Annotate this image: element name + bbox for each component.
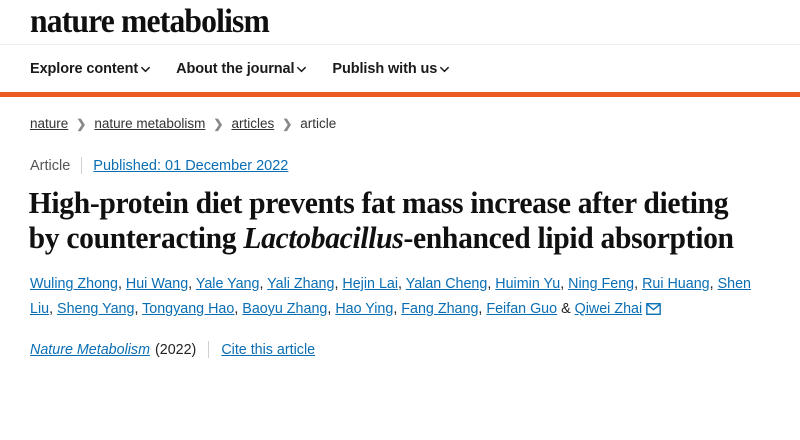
title-line-1: High-protein diet prevents fat mass incr… (28, 185, 637, 220)
nav-item-label: About the journal (176, 60, 295, 77)
author-link[interactable]: Fang Zhang (401, 301, 479, 317)
author-separator: , (334, 276, 343, 292)
citation-divider (208, 341, 210, 358)
title-line-3: absorption (600, 220, 734, 255)
author-ampersand: & (561, 301, 571, 317)
main-navigation: Explore content About the journal Publis… (0, 45, 800, 92)
author-separator: , (487, 276, 496, 292)
author-separator: , (134, 301, 143, 317)
envelope-icon[interactable] (646, 303, 661, 315)
author-link[interactable]: Ning Feng (568, 276, 635, 292)
nav-item-label: Explore content (30, 60, 139, 77)
author-link[interactable]: Yalan Cheng (405, 276, 488, 292)
chevron-down-icon (440, 65, 450, 74)
author-link[interactable]: Wuling Zhong (30, 276, 118, 292)
brand-accent-rule (0, 92, 800, 97)
title-line-2-pre: dieting by counteracting (28, 185, 729, 255)
author-separator: , (234, 301, 243, 317)
author-separator: , (49, 301, 58, 317)
author-separator: , (393, 301, 402, 317)
author-link[interactable]: Feifan Guo (486, 301, 558, 317)
breadcrumb-separator-icon: ❯ (213, 116, 224, 131)
author-link[interactable]: Tongyang Hao (142, 301, 235, 317)
cite-this-article-link[interactable]: Cite this article (221, 341, 316, 358)
published-date-link[interactable]: Published: 01 December 2022 (93, 157, 289, 174)
journal-logo[interactable]: nature metabolism (30, 3, 270, 40)
breadcrumb-item-nature-metabolism[interactable]: nature metabolism (94, 116, 206, 131)
author-separator: , (398, 276, 406, 292)
journal-name-link[interactable]: Nature Metabolism (30, 341, 150, 358)
chevron-down-icon (297, 65, 307, 74)
author-list: Wuling Zhong, Hui Wang, Yale Yang, Yali … (0, 255, 800, 322)
author-link[interactable]: Yali Zhang (267, 276, 335, 292)
author-link[interactable]: Shen Liu (30, 276, 751, 317)
author-link[interactable]: Yale Yang (195, 276, 260, 292)
chevron-down-icon (141, 65, 151, 74)
author-link[interactable]: Huimin Yu (495, 276, 561, 292)
article-type-label: Article (30, 157, 71, 174)
author-separator: , (560, 276, 569, 292)
title-species-name: Lactobacillus (243, 220, 404, 255)
author-separator: , (117, 276, 126, 292)
author-link[interactable]: Hui Wang (125, 276, 189, 292)
breadcrumb-item-articles[interactable]: articles (231, 116, 275, 131)
author-link[interactable]: Baoyu Zhang (242, 301, 328, 317)
nav-item-publish-with-us[interactable]: Publish with us (332, 60, 450, 77)
masthead: nature metabolism (0, 0, 800, 45)
author-link[interactable]: Sheng Yang (57, 301, 135, 317)
author-separator: , (259, 276, 268, 292)
nav-item-about-the-journal[interactable]: About the journal (176, 60, 307, 77)
citation-line: Nature Metabolism (2022) Cite this artic… (0, 322, 800, 358)
author-link[interactable]: Hejin Lai (342, 276, 399, 292)
publication-year: (2022) (154, 341, 197, 358)
article-meta: Article Published: 01 December 2022 (0, 131, 800, 174)
nav-item-explore-content[interactable]: Explore content (30, 60, 151, 77)
breadcrumb-separator-icon: ❯ (76, 116, 87, 131)
author-separator: , (188, 276, 196, 292)
author-link[interactable]: Hao Ying (335, 301, 394, 317)
breadcrumb-item-nature[interactable]: nature (30, 116, 69, 131)
author-separator: , (327, 301, 336, 317)
breadcrumb: nature ❯ nature metabolism ❯ articles ❯ … (0, 97, 800, 131)
author-link-corresponding[interactable]: Qiwei Zhai (574, 301, 643, 317)
author-link[interactable]: Rui Huang (642, 276, 710, 292)
title-line-2-post: -enhanced lipid (403, 220, 594, 255)
page-title: High-protein diet prevents fat mass incr… (0, 185, 764, 255)
breadcrumb-separator-icon: ❯ (282, 116, 293, 131)
author-separator: , (709, 276, 718, 292)
breadcrumb-item-article: article (300, 116, 337, 131)
author-separator: , (478, 301, 487, 317)
author-separator: , (634, 276, 643, 292)
meta-divider (81, 157, 83, 174)
nav-item-label: Publish with us (332, 60, 438, 77)
